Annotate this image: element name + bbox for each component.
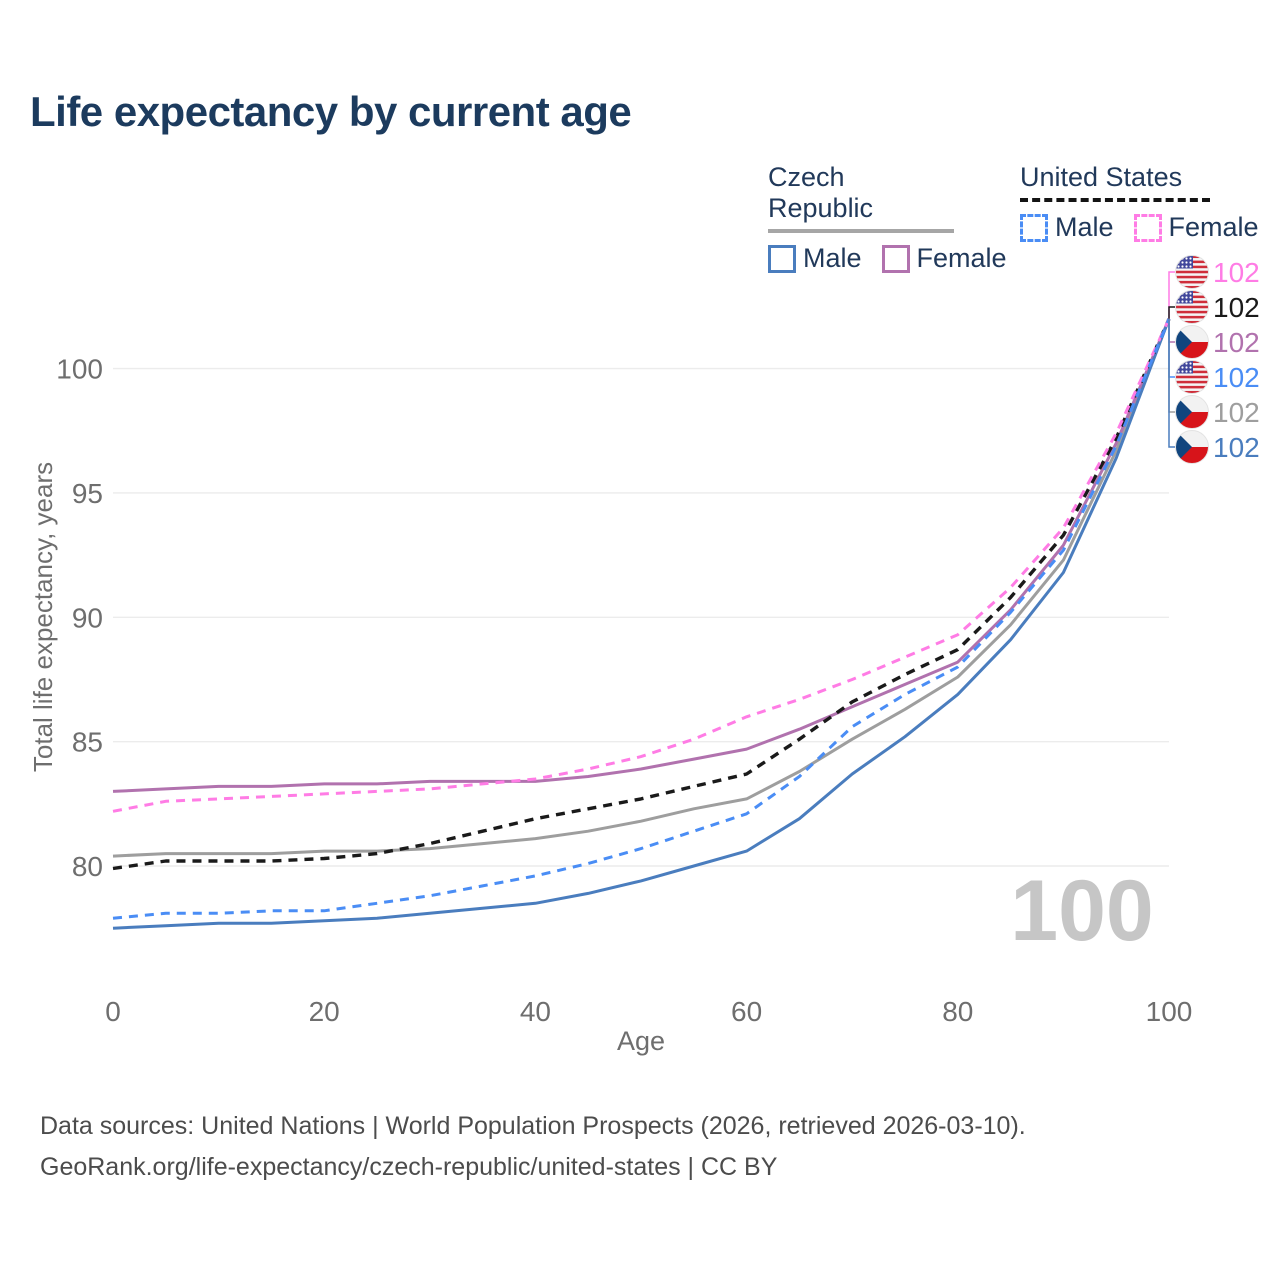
end-label-connectors: [1168, 271, 1175, 448]
legend-item-label: Male: [803, 243, 862, 273]
page-title: Life expectancy by current age: [30, 88, 632, 135]
y-tick-label: 100: [56, 354, 103, 385]
y-tick-label: 80: [72, 851, 103, 882]
end-value-label-united-states-total: 102: [1213, 292, 1260, 323]
legend-item-us-female[interactable]: Female: [1133, 212, 1259, 243]
series-line-united-states-female: [112, 318, 1171, 813]
leader-line-united-states-female: [1168, 271, 1175, 319]
y-tick-label: 90: [72, 602, 103, 633]
end-value-label-united-states-male: 102: [1213, 362, 1260, 393]
end-value-label-czech-republic-female: 102: [1213, 327, 1260, 358]
legend-item-czech-female[interactable]: Female: [881, 243, 1007, 274]
x-tick-label: 20: [309, 996, 340, 1027]
us-male-swatch-icon: [1020, 213, 1048, 242]
leader-line-czech-republic-male: [1168, 318, 1175, 448]
end-value-label-czech-republic-total: 102: [1213, 397, 1260, 428]
leader-line-czech-republic-female: [1168, 318, 1175, 343]
x-tick-label: 80: [942, 996, 973, 1027]
current-age-watermark: 100: [1010, 863, 1154, 959]
legend-item-label: Female: [1168, 212, 1259, 242]
legend-item-czech-male[interactable]: Male: [768, 243, 862, 274]
legend-items-czech-republic: Male Female: [768, 243, 1007, 274]
flag-icon-cz: [1175, 395, 1209, 429]
series-line-czech-republic-total: [112, 318, 1171, 858]
legend-item-label: Male: [1055, 212, 1114, 242]
leader-line-united-states-male: [1168, 318, 1175, 378]
y-axis-tick-labels: 80 85 90 95 100: [56, 354, 103, 882]
series-lines: [112, 318, 1171, 930]
legend-group-czech-republic: Czech Republic Male Female: [768, 162, 1007, 274]
czech-female-swatch-icon: [881, 244, 910, 273]
data-sources-text: Data sources: United Nations | World Pop…: [40, 1112, 1026, 1140]
czech-male-swatch-icon: [768, 244, 796, 273]
y-axis-title: Total life expectancy, years: [28, 462, 58, 772]
flag-icon-us: [1175, 255, 1209, 289]
series-line-czech-republic-male: [112, 318, 1171, 930]
legend-item-label: Female: [916, 243, 1007, 273]
y-tick-label: 85: [72, 727, 103, 758]
end-value-labels: 102 102 102 102 102 102: [1213, 257, 1260, 463]
series-line-united-states-total: [112, 318, 1171, 871]
flag-icon-us: [1175, 290, 1209, 324]
x-tick-label: 0: [105, 996, 121, 1027]
y-tick-label: 95: [72, 478, 103, 509]
legend-group-title-united-states: United States: [1020, 162, 1210, 202]
footer: Data sources: United Nations | World Pop…: [40, 1106, 1026, 1188]
gridlines: [113, 367, 1169, 867]
legend-items-united-states: Male Female: [1020, 212, 1259, 243]
x-tick-label: 40: [520, 996, 551, 1027]
flag-icon-cz: [1175, 430, 1209, 464]
legend-group-united-states: United States Male Female: [1020, 162, 1259, 243]
leader-line-czech-republic-total: [1168, 318, 1175, 413]
end-value-label-czech-republic-male: 102: [1213, 432, 1260, 463]
x-axis-tick-labels: 0 20 40 60 80 100: [105, 996, 1192, 1027]
us-female-swatch-icon: [1133, 213, 1162, 242]
end-label-flags: [1175, 255, 1209, 464]
legend-group-title-czech-republic: Czech Republic: [768, 162, 954, 233]
attribution-text: GeoRank.org/life-expectancy/czech-republ…: [40, 1153, 778, 1181]
end-value-label-united-states-female: 102: [1213, 257, 1260, 288]
legend-item-us-male[interactable]: Male: [1020, 212, 1114, 243]
flag-icon-cz: [1175, 325, 1209, 359]
leader-line-united-states-total: [1168, 306, 1175, 319]
series-line-czech-republic-female: [112, 318, 1171, 793]
x-tick-label: 100: [1146, 996, 1193, 1027]
x-tick-label: 60: [731, 996, 762, 1027]
series-line-united-states-male: [112, 318, 1171, 920]
x-axis-title: Age: [617, 1026, 665, 1056]
